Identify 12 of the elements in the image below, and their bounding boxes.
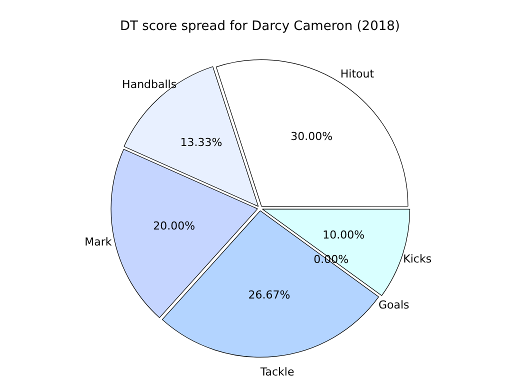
data-label: 30.00% xyxy=(290,130,333,144)
data-label: 13.33% xyxy=(180,136,222,149)
slice-label: Hitout xyxy=(340,67,375,80)
slice-label: Handballs xyxy=(122,78,177,92)
data-label: 10.00% xyxy=(322,228,365,242)
chart-title: DT score spread for Darcy Cameron (2018) xyxy=(120,19,400,34)
slice-label: Kicks xyxy=(403,252,432,266)
slice-label: Tackle xyxy=(259,366,294,379)
data-label: 20.00% xyxy=(153,219,196,232)
category-label: Goals xyxy=(378,298,410,312)
data-label: 26.67% xyxy=(248,288,290,302)
slice-label: Mark xyxy=(84,236,112,249)
